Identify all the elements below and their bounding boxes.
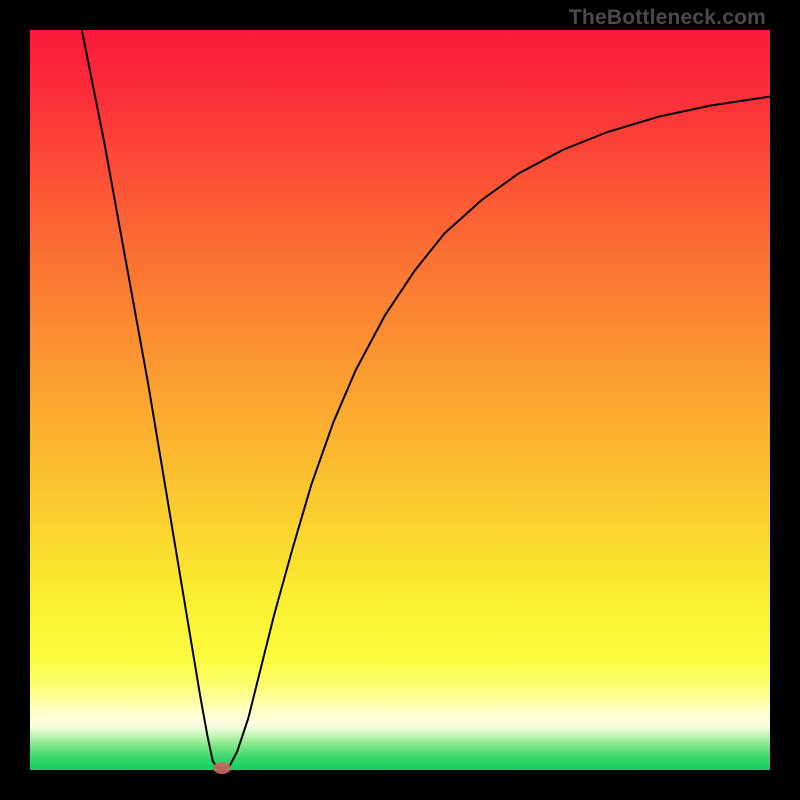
optimal-point-marker [213,762,231,774]
watermark-text: TheBottleneck.com [569,6,766,30]
bottleneck-curve [30,30,770,770]
plot-area [30,30,770,770]
chart-container: TheBottleneck.com [0,0,800,800]
